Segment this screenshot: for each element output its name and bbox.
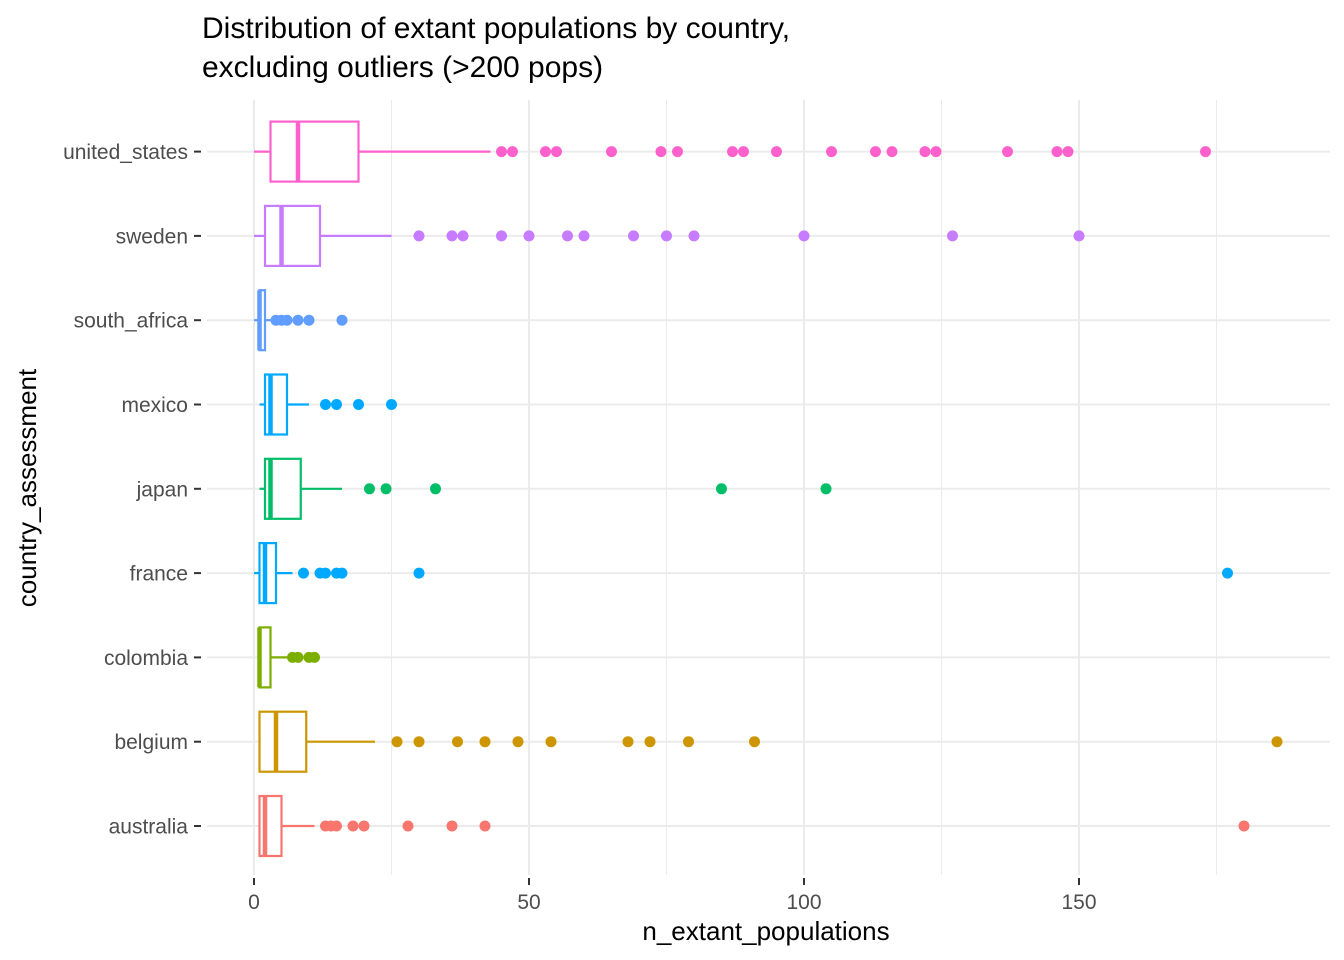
y-axis-title: country_assessment bbox=[12, 368, 42, 607]
outlier-point-united-states bbox=[551, 146, 562, 158]
outlier-point-belgium bbox=[452, 736, 463, 748]
box-united-states bbox=[269, 120, 360, 183]
y-tick-label-japan: japan bbox=[136, 478, 188, 501]
outlier-point-sweden bbox=[413, 230, 425, 242]
outlier-point-sweden bbox=[523, 230, 535, 242]
outlier-point-belgium bbox=[512, 736, 524, 748]
outlier-point-united-states bbox=[826, 146, 837, 158]
outlier-point-belgium bbox=[622, 736, 634, 748]
y-tick-label-mexico: mexico bbox=[121, 394, 188, 417]
outlier-point-belgium bbox=[644, 736, 656, 748]
x-tick-label: 150 bbox=[1061, 891, 1096, 914]
outlier-point-mexico bbox=[320, 399, 331, 410]
y-tick-label-south-africa: south_africa bbox=[74, 310, 189, 333]
outlier-point-sweden bbox=[1073, 230, 1085, 242]
y-tick-label-sweden: sweden bbox=[116, 225, 188, 248]
outlier-point-united-states bbox=[1051, 146, 1063, 158]
y-tick-label-colombia: colombia bbox=[104, 647, 188, 670]
outlier-point-united-states bbox=[930, 146, 942, 158]
outlier-point-united-states bbox=[672, 146, 683, 158]
x-tick-label: 100 bbox=[786, 891, 821, 914]
outlier-point-united-states bbox=[540, 146, 551, 158]
y-tick-label-australia: australia bbox=[109, 816, 189, 839]
outlier-point-united-states bbox=[771, 146, 782, 158]
outlier-point-australia bbox=[347, 820, 359, 832]
outlier-point-sweden bbox=[628, 230, 639, 242]
outlier-point-japan bbox=[430, 483, 441, 495]
outlier-point-australia bbox=[446, 820, 458, 832]
outlier-point-united-states bbox=[727, 146, 738, 158]
outlier-point-united-states bbox=[870, 146, 881, 158]
outlier-point-australia bbox=[479, 820, 491, 832]
x-axis-title: n_extant_populations bbox=[642, 916, 889, 946]
outlier-point-sweden bbox=[457, 230, 469, 242]
outlier-point-australia bbox=[402, 820, 414, 832]
outlier-point-france bbox=[320, 567, 331, 579]
chart-title-line-2: excluding outliers (>200 pops) bbox=[202, 51, 603, 84]
chart-title-line-1: Distribution of extant populations by co… bbox=[202, 12, 790, 45]
outlier-point-united-states bbox=[1062, 146, 1074, 158]
outlier-point-sweden bbox=[446, 230, 458, 242]
y-tick-label-france: france bbox=[130, 563, 188, 586]
outlier-point-united-states bbox=[886, 146, 898, 158]
outlier-point-belgium bbox=[545, 736, 557, 748]
outlier-point-mexico bbox=[331, 399, 342, 410]
outlier-point-japan bbox=[820, 483, 832, 495]
y-tick-label-belgium: belgium bbox=[114, 731, 188, 754]
outlier-point-united-states bbox=[738, 146, 749, 158]
outlier-point-sweden bbox=[496, 230, 507, 242]
outlier-point-mexico bbox=[386, 399, 397, 410]
outlier-point-japan bbox=[364, 483, 375, 495]
outlier-point-belgium bbox=[413, 736, 425, 748]
outlier-point-belgium bbox=[391, 736, 403, 748]
box-france bbox=[258, 541, 278, 605]
plot-area: 0 50 100 150 australia belgium colombia france j… bbox=[63, 100, 1330, 914]
x-tick-label: 50 bbox=[517, 891, 540, 914]
outlier-point-sweden bbox=[947, 230, 958, 242]
outlier-point-japan bbox=[380, 483, 392, 495]
outlier-point-south-africa bbox=[292, 314, 304, 326]
box-sweden bbox=[263, 204, 322, 267]
outlier-point-united-states bbox=[606, 146, 617, 158]
outlier-point-mexico bbox=[353, 399, 364, 410]
outlier-point-south-africa bbox=[303, 314, 315, 326]
outlier-point-united-states bbox=[496, 146, 507, 158]
outlier-point-sweden bbox=[578, 230, 590, 242]
outlier-point-japan bbox=[716, 483, 727, 495]
outlier-point-south-africa bbox=[281, 314, 293, 326]
outlier-point-united-states bbox=[507, 146, 518, 158]
outlier-point-france bbox=[336, 567, 348, 579]
outlier-point-belgium bbox=[479, 736, 491, 748]
outlier-point-france bbox=[413, 567, 425, 579]
outlier-point-united-states bbox=[655, 146, 667, 158]
outlier-point-belgium bbox=[683, 736, 694, 748]
outlier-point-sweden bbox=[562, 230, 573, 242]
outlier-point-france bbox=[1222, 567, 1233, 579]
box-belgium bbox=[258, 710, 308, 773]
outlier-point-united-states bbox=[1002, 146, 1013, 158]
outlier-point-sweden bbox=[688, 230, 700, 242]
y-tick-label-united-states: united_states bbox=[63, 141, 188, 164]
outlier-point-sweden bbox=[798, 230, 810, 242]
outlier-point-south-africa bbox=[336, 314, 348, 326]
outlier-point-australia bbox=[358, 820, 370, 832]
outlier-point-united-states bbox=[1200, 146, 1211, 158]
outlier-point-australia bbox=[1238, 820, 1250, 832]
outlier-point-sweden bbox=[661, 230, 672, 242]
outlier-point-france bbox=[298, 567, 309, 579]
outlier-point-colombia bbox=[292, 651, 304, 663]
outlier-point-united-states bbox=[919, 146, 931, 158]
x-tick-label: 0 bbox=[248, 891, 260, 914]
outlier-point-australia bbox=[331, 820, 342, 832]
outlier-point-belgium bbox=[749, 736, 760, 748]
outlier-point-colombia bbox=[309, 651, 320, 663]
outlier-point-belgium bbox=[1271, 736, 1283, 748]
